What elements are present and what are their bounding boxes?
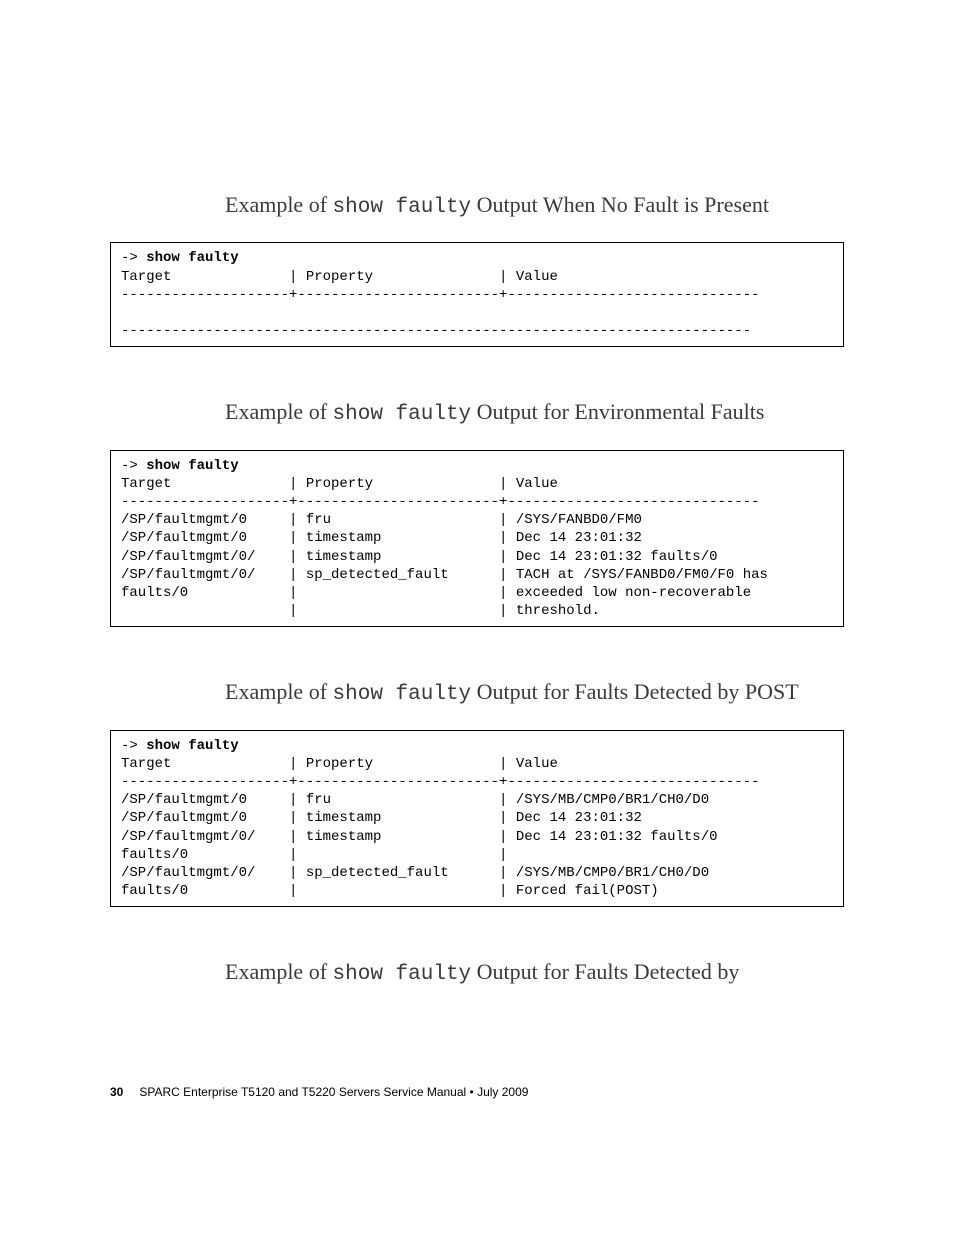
table-row: /SP/faultmgmt/0/ | timestamp | Dec 14 23… bbox=[121, 829, 718, 845]
heading-text: Example of bbox=[225, 959, 333, 984]
heading-command: show faulty bbox=[333, 196, 472, 219]
section-heading-2: Example of show faulty Output for Enviro… bbox=[225, 397, 844, 429]
prompt-arrow: -> bbox=[121, 458, 146, 474]
divider: ----------------------------------------… bbox=[121, 323, 751, 339]
page-content: Example of show faulty Output When No Fa… bbox=[0, 0, 954, 990]
heading-text: Example of bbox=[225, 679, 333, 704]
table-row: /SP/faultmgmt/0 | fru | /SYS/MB/CMP0/BR1… bbox=[121, 792, 709, 808]
table-header: Target | Property | Value bbox=[121, 756, 558, 772]
code-box-2: -> show faulty Target | Property | Value… bbox=[110, 450, 844, 628]
page-number: 30 bbox=[110, 1085, 123, 1099]
table-row: /SP/faultmgmt/0 | fru | /SYS/FANBD0/FM0 bbox=[121, 512, 642, 528]
command-text: show faulty bbox=[146, 458, 238, 474]
table-header: Target | Property | Value bbox=[121, 269, 558, 285]
heading-text: Output When No Fault is Present bbox=[471, 192, 769, 217]
page-footer: 30 SPARC Enterprise T5120 and T5220 Serve… bbox=[110, 1085, 528, 1099]
table-row: /SP/faultmgmt/0 | timestamp | Dec 14 23:… bbox=[121, 530, 642, 546]
command-text: show faulty bbox=[146, 250, 238, 266]
table-row: faults/0 | | exceeded low non-recoverabl… bbox=[121, 585, 751, 601]
heading-command: show faulty bbox=[333, 683, 472, 706]
table-row: /SP/faultmgmt/0 | timestamp | Dec 14 23:… bbox=[121, 810, 642, 826]
table-header: Target | Property | Value bbox=[121, 476, 558, 492]
heading-text: Example of bbox=[225, 192, 333, 217]
prompt-arrow: -> bbox=[121, 250, 146, 266]
table-row: /SP/faultmgmt/0/ | sp_detected_fault | /… bbox=[121, 865, 709, 881]
code-box-3: -> show faulty Target | Property | Value… bbox=[110, 730, 844, 908]
prompt-arrow: -> bbox=[121, 738, 146, 754]
heading-text: Example of bbox=[225, 399, 333, 424]
divider: --------------------+-------------------… bbox=[121, 494, 760, 510]
divider: --------------------+-------------------… bbox=[121, 774, 760, 790]
heading-command: show faulty bbox=[333, 963, 472, 986]
section-heading-1: Example of show faulty Output When No Fa… bbox=[225, 190, 844, 222]
section-heading-3: Example of show faulty Output for Faults… bbox=[225, 677, 844, 709]
footer-title: SPARC Enterprise T5120 and T5220 Servers… bbox=[139, 1085, 528, 1099]
table-row: | | threshold. bbox=[121, 603, 600, 619]
table-row: faults/0 | | Forced fail(POST) bbox=[121, 883, 659, 899]
table-row: /SP/faultmgmt/0/ | timestamp | Dec 14 23… bbox=[121, 549, 718, 565]
section-heading-4: Example of show faulty Output for Faults… bbox=[225, 957, 844, 989]
heading-text: Output for Faults Detected by bbox=[471, 959, 739, 984]
divider: --------------------+-------------------… bbox=[121, 287, 760, 303]
command-text: show faulty bbox=[146, 738, 238, 754]
heading-text: Output for Faults Detected by POST bbox=[471, 679, 799, 704]
table-row: /SP/faultmgmt/0/ | sp_detected_fault | T… bbox=[121, 567, 768, 583]
table-row: faults/0 | | bbox=[121, 847, 507, 863]
code-box-1: -> show faulty Target | Property | Value… bbox=[110, 242, 844, 347]
heading-command: show faulty bbox=[333, 403, 472, 426]
heading-text: Output for Environmental Faults bbox=[471, 399, 764, 424]
